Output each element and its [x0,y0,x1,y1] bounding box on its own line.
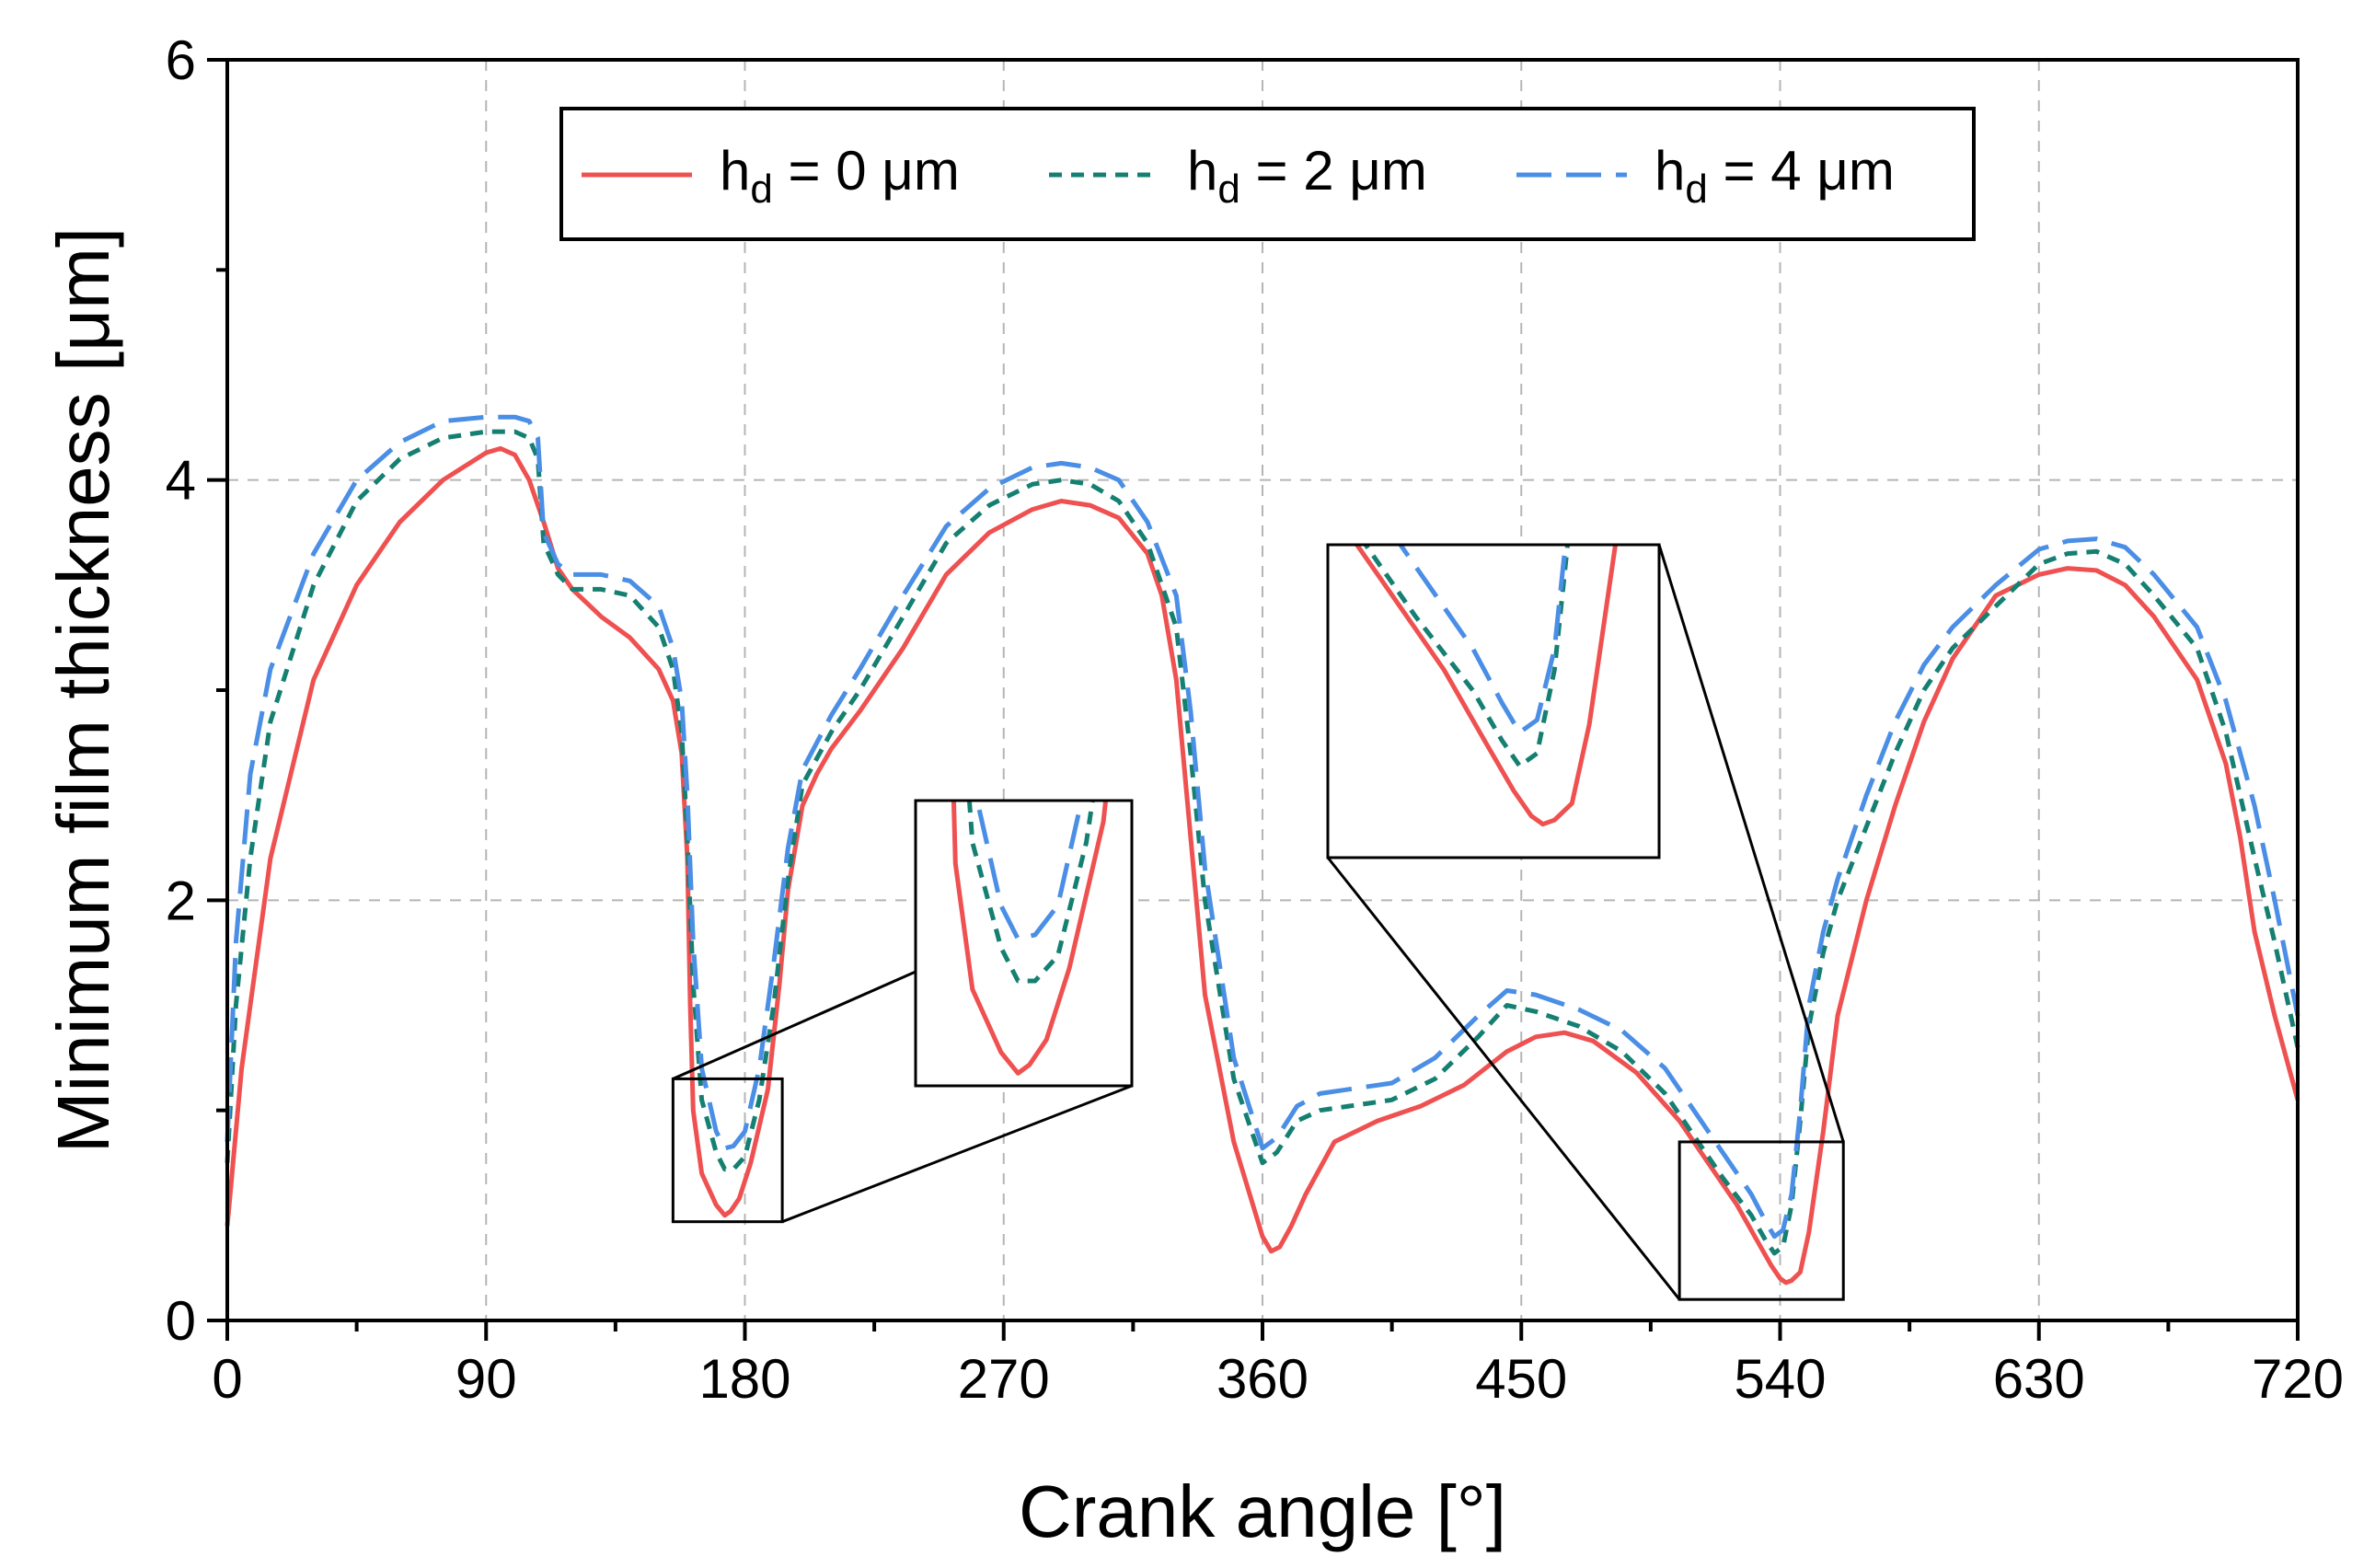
x-tick-label: 90 [455,1348,517,1410]
inset-panel [1328,545,1659,858]
x-axis-title: Crank angle [°] [1019,1470,1506,1552]
y-tick-label: 6 [166,29,196,91]
series-line-2 [225,414,2300,1239]
x-tick-label: 450 [1475,1348,1567,1410]
y-tick-label: 4 [166,450,196,512]
zoom-connector [672,970,917,1080]
x-tick-label: 0 [212,1348,242,1410]
axis-ticks [207,58,2300,1341]
zoom-source-box [671,1077,784,1224]
legend-label-2: hd = 4 μm [1654,140,1895,212]
zoom-connector [781,1084,1133,1224]
y-tick-label: 0 [166,1290,196,1352]
legend: hd = 0 μm hd = 2 μm hd = 4 μm [559,107,1976,241]
legend-box [559,107,1976,241]
series-layer [225,414,2300,1286]
x-tick-label: 360 [1216,1348,1309,1410]
inset-layer [671,543,1845,1301]
y-tick-label: 2 [166,870,196,931]
x-tick-label: 630 [1993,1348,2085,1410]
zoom-source-box [1677,1140,1845,1301]
tick-labels: 0 90 180 270 360 450 540 630 720 0 2 4 6 [166,29,2344,1410]
legend-label-1: hd = 2 μm [1187,140,1427,212]
inset-frame [914,799,1134,1088]
grid-lines [227,60,2298,1320]
zoom-connector [1657,544,1845,1143]
inset-frame [1326,543,1661,859]
zoom-connector [1326,857,1681,1301]
legend-label-0: hd = 0 μm [720,140,960,212]
x-tick-label: 270 [958,1348,1050,1410]
y-axis-title: Minimum film thickness [μm] [42,227,124,1153]
x-tick-label: 180 [698,1348,790,1410]
x-tick-label: 540 [1734,1348,1826,1410]
x-tick-label: 720 [2252,1348,2344,1410]
series-line-0 [225,445,2300,1286]
